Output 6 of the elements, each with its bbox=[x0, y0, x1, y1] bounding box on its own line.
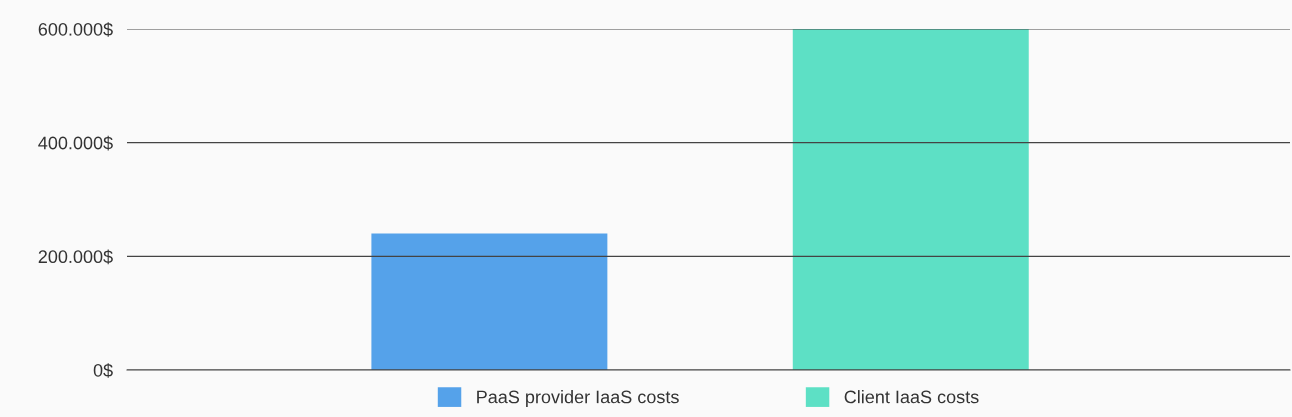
y-tick-label: 400.000$ bbox=[38, 135, 113, 151]
legend-label: Client IaaS costs bbox=[844, 390, 979, 404]
legend-label: PaaS provider IaaS costs bbox=[477, 390, 679, 407]
y-tick-label: 0$ bbox=[93, 363, 113, 378]
y-tick-label: 600.000$ bbox=[38, 22, 113, 37]
y-tick-label: 200.000$ bbox=[38, 249, 113, 265]
